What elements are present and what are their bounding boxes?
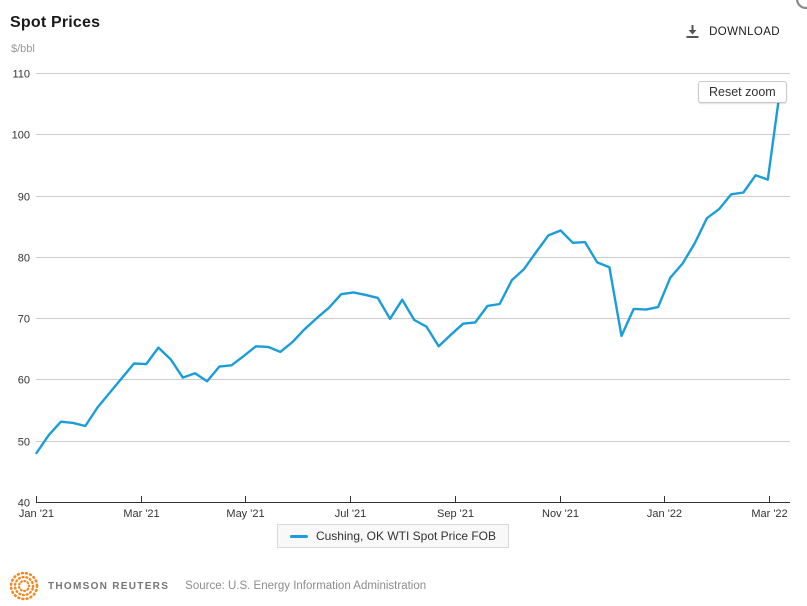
x-tick-label: Mar '21 — [123, 508, 159, 520]
thomson-reuters-logo-icon — [8, 570, 40, 602]
chart-plot-area[interactable]: 40 50 60 70 80 90 100 110 Jan '21 Mar '21 May '21 J… — [0, 0, 807, 560]
x-tick-label: May '21 — [226, 508, 264, 520]
y-tick-label: 100 — [12, 130, 30, 142]
brand-name: THOMSON REUTERS — [48, 580, 170, 592]
download-button[interactable]: DOWNLOAD — [685, 22, 780, 41]
footer: THOMSON REUTERS Source: U.S. Energy Info… — [8, 569, 426, 603]
y-tick-label: 60 — [18, 375, 30, 387]
download-label: DOWNLOAD — [709, 25, 780, 38]
y-tick-label: 50 — [18, 437, 30, 449]
source-attribution: Source: U.S. Energy Information Administ… — [185, 580, 427, 592]
x-tick-label: Sep '21 — [437, 508, 474, 520]
page-title: Spot Prices — [10, 14, 101, 31]
download-icon — [685, 24, 700, 39]
y-tick-label: 90 — [18, 192, 30, 204]
x-tick-label: Jul '21 — [335, 508, 366, 520]
legend-item-cushing-wti[interactable]: Cushing, OK WTI Spot Price FOB — [276, 524, 510, 548]
legend-line-swatch — [289, 534, 308, 538]
x-tick-label: Nov '21 — [542, 508, 579, 520]
reset-zoom-button[interactable]: Reset zoom — [698, 81, 787, 103]
price-series-line — [35, 88, 782, 455]
y-tick-label: 70 — [18, 314, 30, 326]
y-tick-label: 110 — [12, 69, 30, 81]
y-tick-label: 40 — [18, 498, 30, 510]
legend-label: Cushing, OK WTI Spot Price FOB — [315, 529, 497, 543]
y-axis-unit-label: $/bbl — [11, 43, 35, 55]
corner-partial-icon — [795, 0, 807, 10]
x-tick-label: Jan '21 — [19, 508, 54, 520]
y-tick-label: 80 — [18, 253, 30, 265]
x-tick-label: Mar '22 — [751, 508, 787, 520]
x-tick-label: Jan '22 — [647, 508, 682, 520]
